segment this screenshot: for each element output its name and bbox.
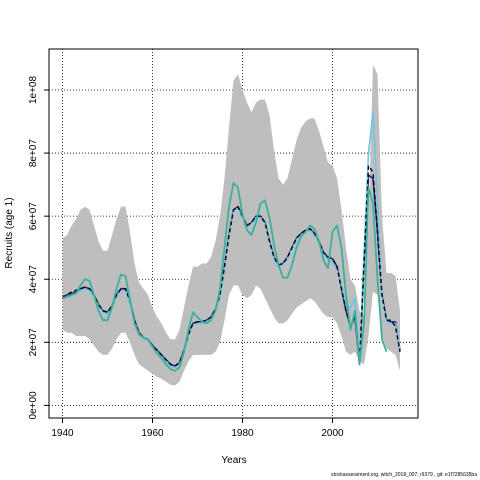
y-tick-label: 6e+07 — [28, 202, 39, 231]
x-tick-label: 1980 — [231, 428, 254, 439]
footnote: stockassessment.org, witch_2018_007, r93… — [331, 472, 477, 478]
series-lines — [62, 111, 401, 372]
y-tick-label: 1e+08 — [28, 76, 39, 105]
y-tick-label: 8e+07 — [28, 139, 39, 168]
axes: 1940 1960 1980 2000 0e+00 2e+07 4e+07 6e+07 8e+0… — [28, 76, 344, 439]
y-tick-label: 0e+00 — [28, 391, 39, 420]
series-line-3 — [62, 165, 401, 367]
x-tick-label: 1960 — [141, 428, 164, 439]
y-axis-title: Recruits (age 1) — [4, 197, 15, 268]
x-tick-label: 2000 — [321, 428, 344, 439]
series-line-4 — [62, 182, 388, 372]
x-tick-label: 1940 — [51, 428, 74, 439]
plot-frame — [48, 48, 419, 419]
x-axis-title: Years — [221, 455, 246, 466]
y-tick-label: 4e+07 — [28, 265, 39, 294]
y-tick-label: 2e+07 — [28, 328, 39, 357]
